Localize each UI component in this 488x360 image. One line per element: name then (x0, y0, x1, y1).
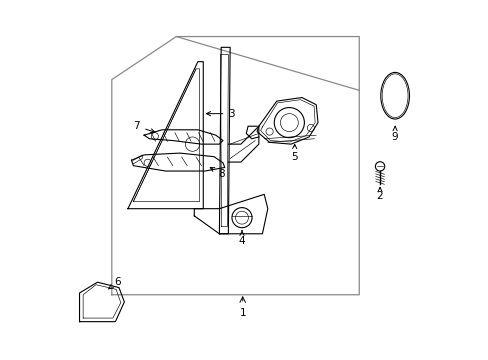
Text: 8: 8 (210, 167, 224, 179)
Text: 1: 1 (239, 308, 245, 318)
Text: 6: 6 (108, 277, 120, 289)
Text: 4: 4 (238, 230, 245, 246)
Text: 3: 3 (206, 109, 235, 119)
Text: 2: 2 (376, 188, 383, 201)
Text: 7: 7 (133, 121, 155, 133)
Text: 5: 5 (291, 144, 297, 162)
Text: 9: 9 (391, 126, 398, 142)
